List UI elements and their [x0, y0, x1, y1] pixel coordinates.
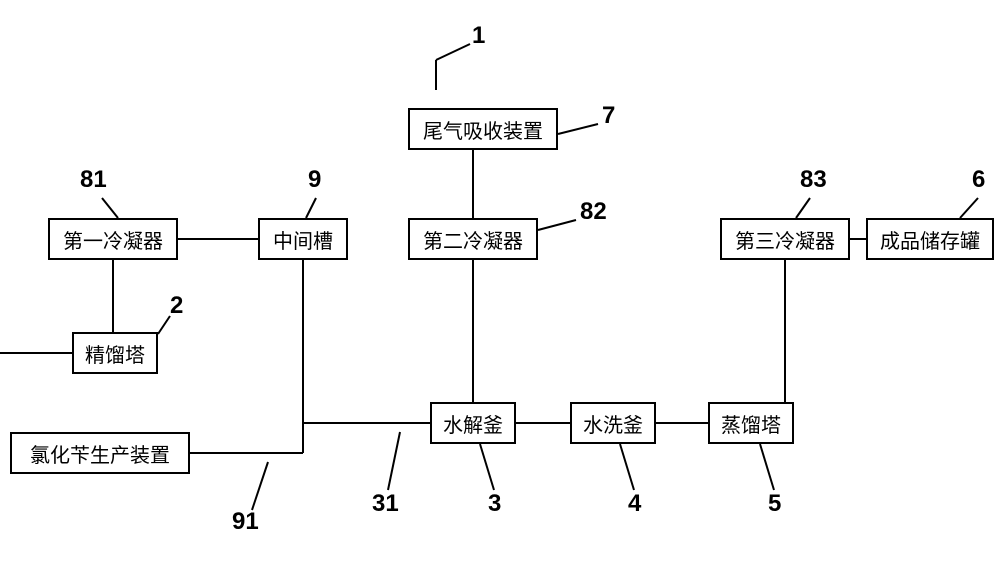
label-83: 83 — [800, 166, 827, 194]
node-intermediate-tank: 中间槽 — [258, 218, 348, 260]
label-1: 1 — [472, 22, 485, 50]
node-tail-gas-absorber: 尾气吸收装置 — [408, 108, 558, 150]
leader-4 — [620, 444, 634, 490]
label-91: 91 — [232, 508, 259, 536]
label-7: 7 — [602, 102, 615, 130]
label-9: 9 — [308, 166, 321, 194]
node-condenser-1: 第一冷凝器 — [48, 218, 178, 260]
label-81: 81 — [80, 166, 107, 194]
leader-5 — [760, 444, 774, 490]
leader-1a — [436, 44, 470, 60]
leader-2 — [158, 316, 170, 334]
leader-83 — [796, 198, 810, 218]
connection-layer — [0, 0, 1000, 565]
label-31: 31 — [372, 490, 399, 518]
leader-82 — [538, 220, 576, 230]
label-2: 2 — [170, 292, 183, 320]
node-product-storage-tank: 成品储存罐 — [866, 218, 994, 260]
node-condenser-3: 第三冷凝器 — [720, 218, 850, 260]
leader-3 — [480, 444, 494, 490]
leader-7 — [558, 124, 598, 134]
leader-31 — [388, 432, 400, 490]
label-6: 6 — [972, 166, 985, 194]
label-82: 82 — [580, 198, 607, 226]
node-distillation-tower: 蒸馏塔 — [708, 402, 794, 444]
node-wash-kettle: 水洗釜 — [570, 402, 656, 444]
node-benzyl-chloride-plant: 氯化苄生产装置 — [10, 432, 190, 474]
node-condenser-2: 第二冷凝器 — [408, 218, 538, 260]
leader-81 — [102, 198, 118, 218]
label-5: 5 — [768, 490, 781, 518]
leader-91 — [252, 462, 268, 510]
leader-6 — [960, 198, 978, 218]
label-3: 3 — [488, 490, 501, 518]
leader-9 — [306, 198, 316, 218]
node-hydrolysis-kettle: 水解釜 — [430, 402, 516, 444]
node-rectification-tower: 精馏塔 — [72, 332, 158, 374]
label-4: 4 — [628, 490, 641, 518]
